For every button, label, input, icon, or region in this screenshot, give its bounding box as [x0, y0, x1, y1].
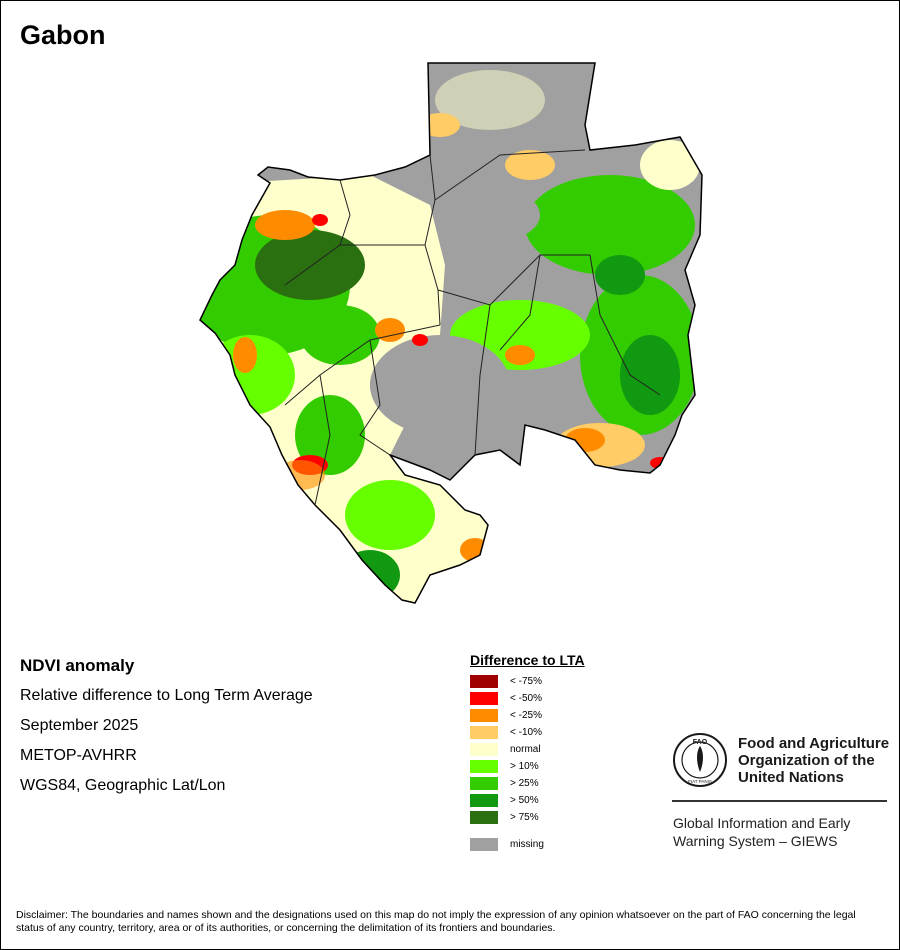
map-subtitle: Relative difference to Long Term Average	[20, 687, 313, 704]
legend-swatch	[470, 709, 498, 722]
gabon-ndvi-map	[199, 62, 703, 604]
legend-swatch	[470, 675, 498, 688]
giews-line: Global Information and Early	[673, 815, 851, 831]
legend-item: < -75%	[470, 674, 585, 691]
legend-label: < -25%	[510, 710, 542, 721]
legend-swatch	[470, 838, 498, 851]
legend-item-missing: missing	[470, 837, 585, 854]
legend-swatch	[470, 777, 498, 790]
fao-logo-motto: FIAT PANIS	[688, 779, 712, 784]
legend-swatch	[470, 811, 498, 824]
legend-item: < -50%	[470, 691, 585, 708]
divider	[672, 800, 887, 802]
legend-item: normal	[470, 742, 585, 759]
legend-title: Difference to LTA	[470, 652, 585, 668]
legend: Difference to LTA < -75% < -50% < -25% < -1…	[470, 652, 585, 854]
legend-label: missing	[510, 839, 544, 850]
organization-name-line: Organization of the	[738, 752, 875, 769]
legend-label: < -75%	[510, 676, 542, 687]
map-sensor: METOP-AVHRR	[20, 747, 137, 764]
organization-name: Food and Agriculture Organization of the…	[738, 735, 889, 786]
map-projection: WGS84, Geographic Lat/Lon	[20, 777, 226, 794]
legend-item: < -25%	[470, 708, 585, 725]
map-heading: NDVI anomaly	[20, 656, 135, 675]
map-title: Gabon	[20, 20, 106, 50]
legend-label: > 10%	[510, 761, 539, 772]
fao-logo: FAO FIAT PANIS	[673, 733, 727, 787]
giews-line: Warning System – GIEWS	[673, 833, 838, 849]
legend-swatch	[470, 743, 498, 756]
fao-logo-text: FAO	[693, 739, 708, 746]
legend-swatch	[470, 726, 498, 739]
legend-label: normal	[510, 744, 541, 755]
map-metadata: NDVI anomaly Relative difference to Long…	[20, 656, 313, 806]
organization-name-line: United Nations	[738, 769, 844, 786]
legend-swatch	[470, 692, 498, 705]
legend-label: < -50%	[510, 693, 542, 704]
legend-item: > 10%	[470, 759, 585, 776]
legend-label: < -10%	[510, 727, 542, 738]
giews-program: Global Information and Early Warning Sys…	[673, 814, 893, 850]
legend-item: > 50%	[470, 793, 585, 810]
disclaimer: Disclaimer: The boundaries and names sho…	[16, 909, 856, 934]
legend-label: > 75%	[510, 812, 539, 823]
legend-item: > 75%	[470, 810, 585, 827]
legend-swatch	[470, 760, 498, 773]
map-period: September 2025	[20, 717, 139, 734]
legend-item: > 25%	[470, 776, 585, 793]
legend-label: > 50%	[510, 795, 539, 806]
legend-item: < -10%	[470, 725, 585, 742]
legend-swatch	[470, 794, 498, 807]
organization-name-line: Food and Agriculture	[738, 735, 890, 752]
legend-label: > 25%	[510, 778, 539, 789]
